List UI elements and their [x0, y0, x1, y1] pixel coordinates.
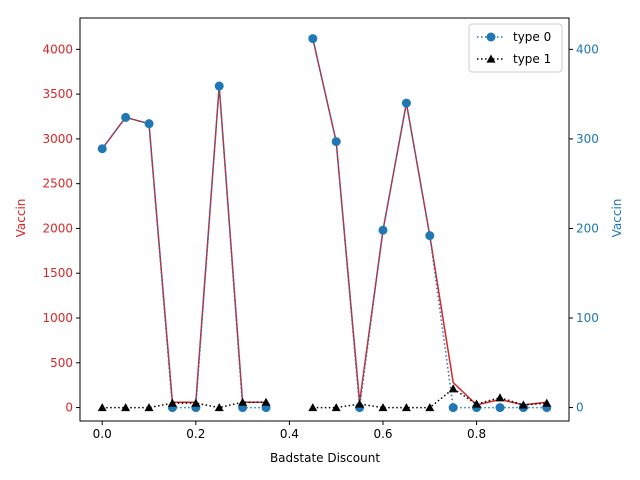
x-tick-label: 0.8: [467, 427, 486, 441]
series-type-0-point: [308, 34, 318, 44]
left-series-line-1: [312, 38, 547, 406]
series-type-1-point: [448, 384, 458, 393]
series-type-1-point: [97, 403, 107, 412]
x-tick-label: 0.0: [93, 427, 112, 441]
y-left-tick-label: 500: [50, 356, 73, 370]
y-right-tick-label: 200: [576, 221, 599, 235]
series-type-0-point: [97, 144, 107, 154]
series-type-1-point: [261, 397, 271, 406]
y-right-tick-label: 100: [576, 311, 599, 325]
axes: 0.0 0.2 0.4 0.6 0.80500100015002000250030003…: [42, 17, 599, 441]
series-type-1-point: [308, 403, 318, 412]
x-tick-label: 0.6: [373, 427, 392, 441]
series-type-1-point: [331, 403, 341, 412]
y-right-tick-label: 300: [576, 132, 599, 146]
series-type-0-point: [495, 403, 505, 413]
plot-frame: [79, 17, 570, 422]
series-type-0-point: [448, 403, 458, 413]
legend-marker-type-0: [486, 32, 496, 42]
plot-area: [97, 34, 552, 413]
series-type-0-point: [214, 81, 224, 91]
legend-label-type-1: type 1: [513, 52, 551, 66]
series-type-1-point: [425, 403, 435, 412]
legend-label-type-0: type 0: [513, 30, 551, 44]
series-type-0-point: [331, 137, 341, 147]
series-type-0-point: [121, 112, 131, 122]
series-type-1-point: [167, 398, 177, 407]
y-right-tick-label: 400: [576, 42, 599, 56]
series-type-1-point: [495, 393, 505, 402]
y-left-tick-label: 1500: [42, 266, 73, 280]
y-axis-right-label: Vaccin: [610, 199, 624, 238]
y-left-tick-label: 1000: [42, 311, 73, 325]
y-left-tick-label: 3000: [42, 132, 73, 146]
series-type-1-point: [542, 398, 552, 407]
legend: type 0 type 1: [468, 23, 563, 73]
series-type-1-point: [355, 399, 365, 408]
series-type-0-point: [401, 98, 411, 108]
series-type-1-point: [121, 403, 131, 412]
x-tick-label: 0.4: [280, 427, 299, 441]
legend-marker-type-1: [486, 54, 496, 63]
series-type-1-point: [238, 397, 248, 406]
y-left-tick-label: 4000: [42, 42, 73, 56]
series-type-1-point: [144, 403, 154, 412]
y-left-tick-label: 2000: [42, 221, 73, 235]
x-axis-label: Badstate Discount: [270, 451, 380, 465]
series-type-1-point: [378, 403, 388, 412]
left-series-line-0: [101, 86, 266, 403]
series-type-0-line-0: [101, 86, 266, 409]
y-left-tick-label: 3500: [42, 87, 73, 101]
series-type-1-point: [401, 403, 411, 412]
series-type-1-point: [472, 399, 482, 408]
series-type-1-point: [518, 400, 528, 409]
y-left-tick-label: 2500: [42, 177, 73, 191]
series-type-0-point: [378, 225, 388, 235]
series-type-0-point: [425, 231, 435, 241]
y-left-tick-label: 0: [65, 401, 73, 415]
series-type-1-point: [191, 398, 201, 407]
series-type-0-line-1: [312, 38, 547, 409]
series-type-1-point: [214, 403, 224, 412]
y-axis-left-label: Vaccin: [14, 199, 28, 238]
x-tick-label: 0.2: [186, 427, 205, 441]
series-type-0-point: [144, 119, 154, 129]
y-right-tick-label: 0: [576, 401, 584, 415]
